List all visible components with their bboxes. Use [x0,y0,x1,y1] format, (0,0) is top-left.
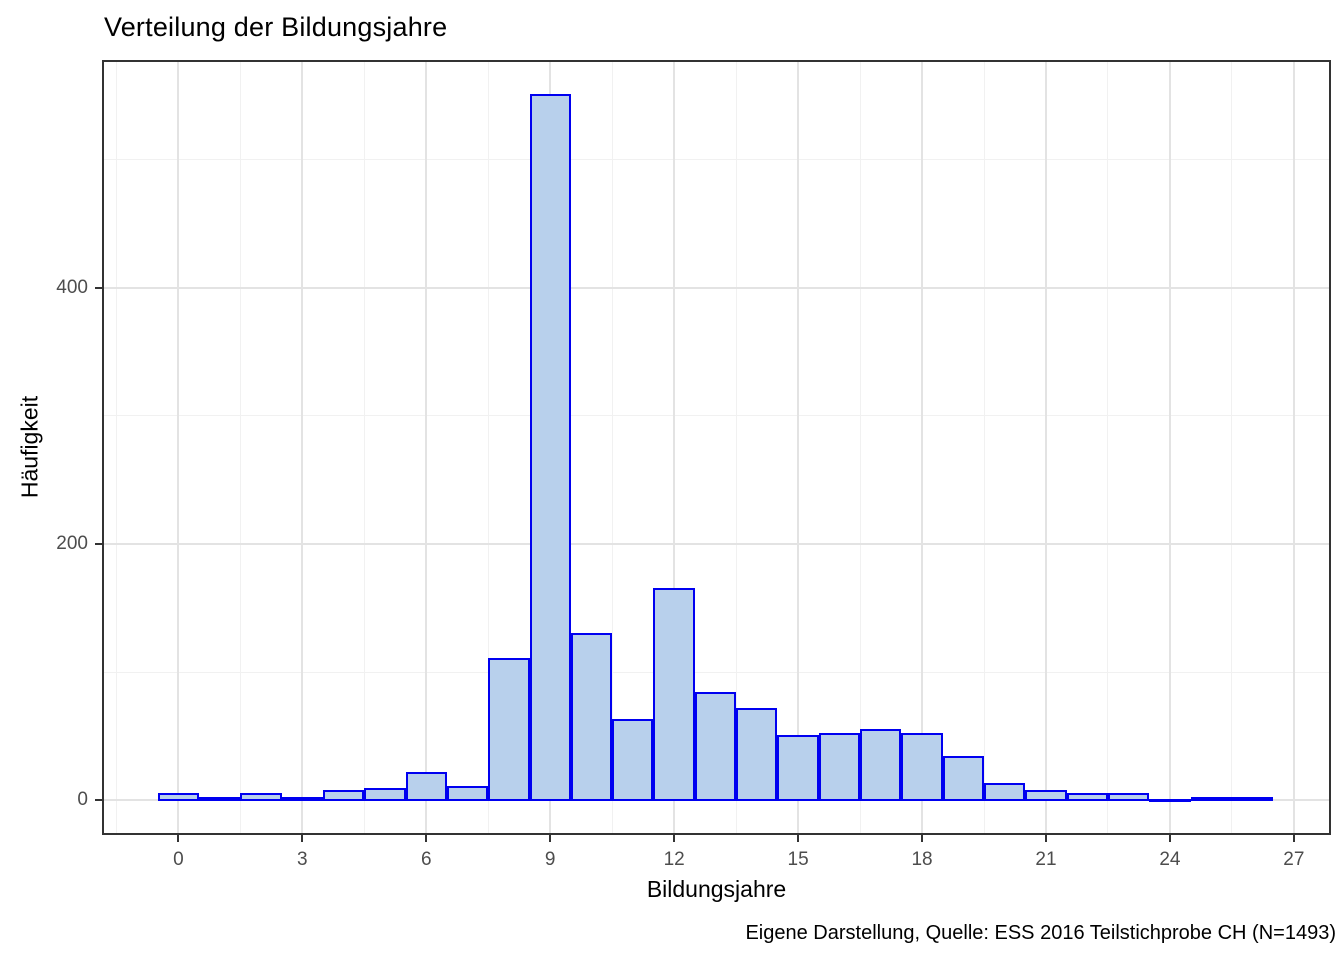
x-major-gridline [921,62,924,833]
source-caption: Eigene Darstellung, Quelle: ESS 2016 Tei… [745,922,1336,944]
y-minor-gridline [104,671,1329,673]
x-major-gridline [1292,62,1295,833]
histogram-bar [653,587,695,802]
histogram-bar [694,691,737,802]
y-tick-mark [95,799,102,802]
x-minor-gridline [611,62,613,833]
chart-title: Verteilung der Bildungsjahre [104,12,448,42]
x-tick-mark [1044,835,1047,842]
x-minor-gridline [363,62,365,833]
x-major-gridline [673,62,676,833]
histogram-bar [1190,796,1232,802]
x-major-gridline [425,62,428,833]
x-major-gridline [177,62,180,833]
x-tick-label: 21 [1035,849,1057,870]
x-major-gridline [1044,62,1047,833]
x-minor-gridline [239,62,241,833]
plot-panel [102,60,1331,835]
x-tick-label: 27 [1283,849,1305,870]
x-axis-title: Bildungsjahre [646,876,787,902]
x-major-gridline [797,62,800,833]
histogram-bar [446,786,489,802]
y-minor-gridline [104,415,1329,417]
x-major-gridline [1168,62,1171,833]
histogram-bar [612,718,654,802]
x-minor-gridline [859,62,861,833]
histogram-bar [364,787,406,802]
x-tick-mark [921,835,924,842]
histogram-bar [984,782,1026,802]
y-axis-title: Häufigkeit [16,395,43,499]
y-tick-label: 0 [77,789,88,811]
y-minor-gridline [104,158,1329,160]
x-minor-gridline [983,62,985,833]
histogram-bar [570,632,613,802]
histogram-bar [199,796,241,802]
histogram-bar [860,728,902,802]
x-tick-mark [1168,835,1171,842]
histogram-bar [1025,790,1067,802]
histogram-bar [736,708,778,802]
x-tick-mark [177,835,180,842]
y-tick-mark [95,286,102,289]
histogram-bar [405,772,447,802]
y-tick-mark [95,542,102,545]
histogram-bar [281,796,323,802]
x-tick-label: 9 [544,849,556,870]
x-tick-mark [425,835,428,842]
x-tick-label: 18 [911,849,933,870]
x-major-gridline [301,62,304,833]
x-minor-gridline [735,62,737,833]
x-tick-mark [1292,835,1295,842]
histogram-bar [901,732,943,802]
histogram-bar [529,94,571,802]
histogram-bar-zero [1149,799,1191,802]
y-tick-label: 400 [56,276,88,298]
x-tick-label: 12 [663,849,685,870]
x-minor-gridline [487,62,489,833]
x-tick-mark [673,835,676,842]
x-tick-mark [301,835,304,842]
histogram-bar [1066,792,1108,802]
x-tick-label: 3 [297,849,308,870]
histogram-bar [1107,792,1150,802]
histogram-bar [488,658,530,802]
y-major-gridline [104,286,1329,289]
x-minor-gridline [115,62,117,833]
x-tick-label: 24 [1159,849,1181,870]
histogram-bar [818,732,861,802]
histogram-bar [157,792,200,802]
x-tick-mark [549,835,552,842]
x-tick-label: 0 [173,849,184,870]
x-tick-label: 15 [787,849,809,870]
histogram-bar [942,755,984,802]
x-tick-mark [797,835,800,842]
histogram-bar [322,790,365,802]
x-tick-label: 6 [420,849,432,870]
histogram-bar [777,735,819,802]
histogram-bar [240,792,282,802]
y-major-gridline [104,542,1329,545]
x-minor-gridline [1107,62,1109,833]
y-tick-label: 200 [56,532,88,554]
x-minor-gridline [1231,62,1233,833]
histogram-bar [1231,796,1274,802]
